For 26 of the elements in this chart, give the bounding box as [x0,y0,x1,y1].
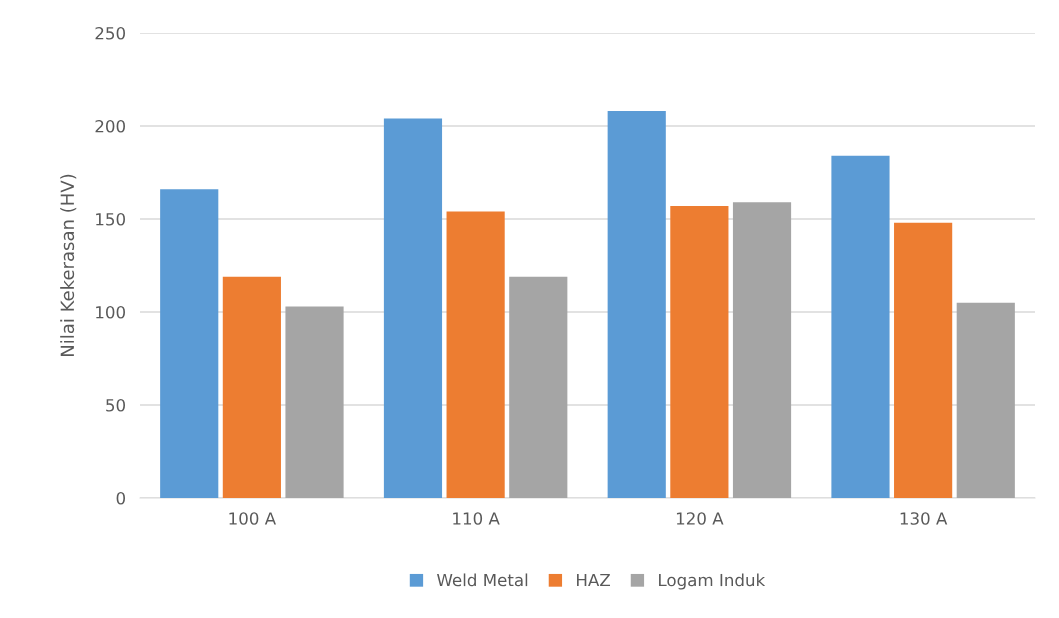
bar [446,211,505,498]
bar [607,111,666,498]
y-tick-label: 200 [95,119,125,133]
y-tick-label: 150 [96,212,125,226]
y-tick-label: 100 [96,305,125,319]
bar [732,202,792,498]
y-tick-label: 50 [106,398,125,412]
legend-label: HAZ [577,573,610,587]
legend-label: Logam Induk [659,573,766,590]
x-tick-label: 110 A [453,512,500,525]
bar [285,306,344,498]
bar [383,118,443,498]
bar [670,205,729,498]
bar [894,222,953,498]
x-tick-label: 100 A [229,512,276,525]
x-tick-label: 130 A [900,512,948,525]
y-tick-label: 250 [95,26,125,40]
x-tick-label: 120 A [676,512,724,525]
bar [831,155,890,498]
bar [222,276,281,498]
bar [956,302,1015,498]
y-axis-title: Nilai Kekerasan (HV) [60,174,77,356]
legend-label: Weld Metal [437,573,528,587]
bar [509,276,568,498]
bar [160,189,219,498]
y-tick-label: 0 [116,491,125,505]
